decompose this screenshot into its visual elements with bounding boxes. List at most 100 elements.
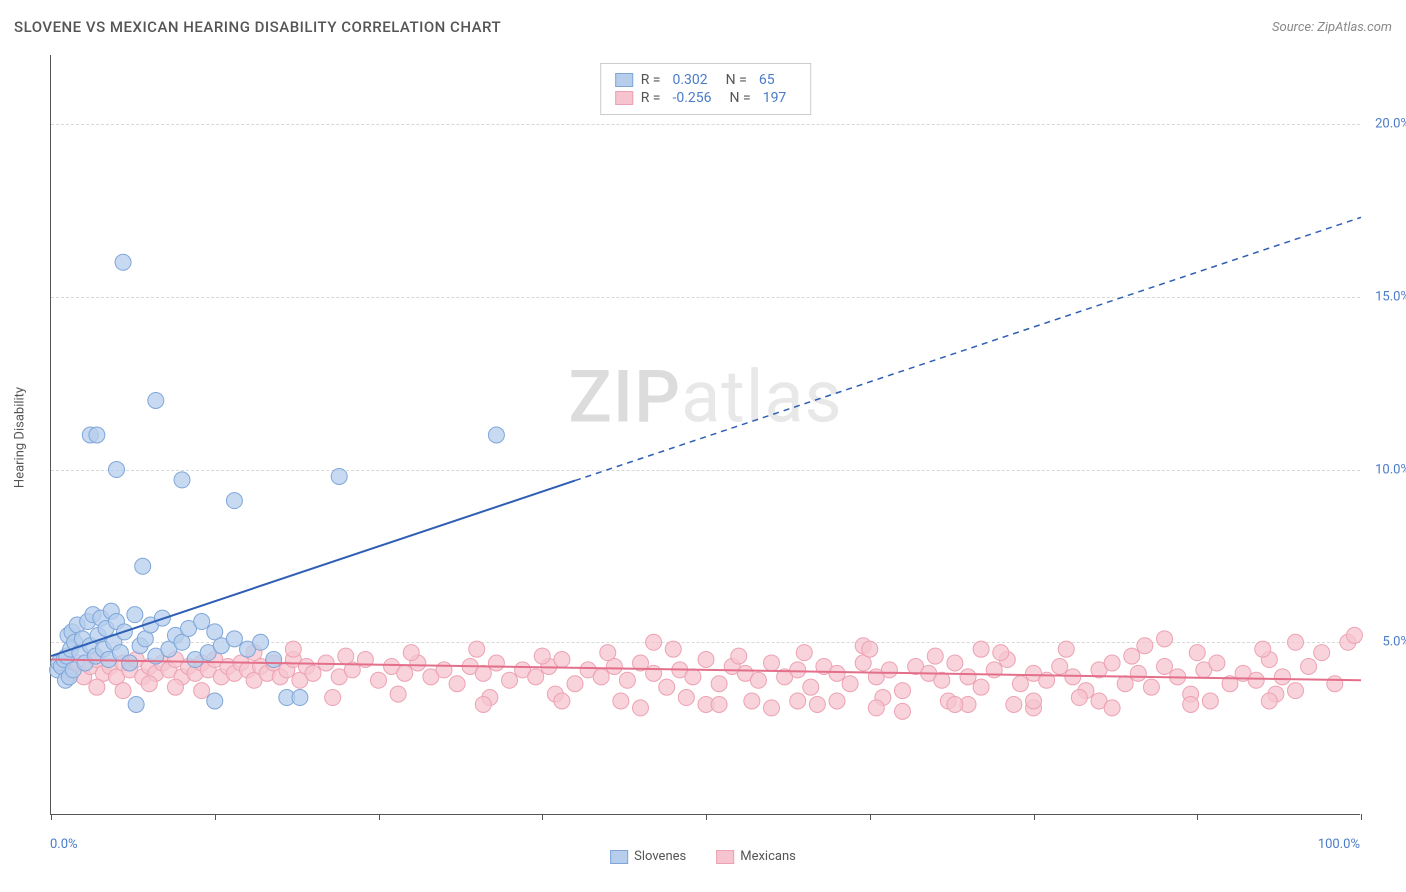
legend-label: Slovenes — [634, 849, 686, 864]
r-value-a: 0.302 — [672, 72, 707, 88]
trend-line-dashed — [575, 217, 1361, 480]
data-point — [109, 462, 125, 478]
data-point — [1255, 641, 1271, 657]
data-point — [764, 655, 780, 671]
data-point — [764, 700, 780, 716]
data-point — [829, 693, 845, 709]
data-point — [122, 655, 138, 671]
legend-swatch — [716, 850, 734, 864]
n-label-b: N = — [730, 90, 751, 106]
data-point — [305, 665, 321, 681]
data-point — [665, 641, 681, 657]
data-point — [207, 693, 223, 709]
r-value-b: -0.256 — [672, 90, 711, 106]
n-value-b: 197 — [763, 90, 787, 106]
data-point — [1288, 683, 1304, 699]
data-point — [554, 693, 570, 709]
data-point — [266, 652, 282, 668]
data-point — [790, 662, 806, 678]
x-tick — [379, 814, 380, 820]
y-tick-label: 10.0% — [1362, 462, 1406, 477]
data-point — [711, 696, 727, 712]
x-max-label: 100.0% — [1318, 837, 1360, 852]
data-point — [89, 679, 105, 695]
x-tick — [1034, 814, 1035, 820]
data-point — [194, 683, 210, 699]
data-point — [895, 683, 911, 699]
data-point — [488, 427, 504, 443]
x-min-label: 0.0% — [50, 837, 78, 852]
data-point — [502, 672, 518, 688]
chart-header: SLOVENE VS MEXICAN HEARING DISABILITY CO… — [14, 18, 1392, 36]
data-point — [750, 672, 766, 688]
data-point — [1104, 655, 1120, 671]
data-point — [1301, 658, 1317, 674]
data-point — [338, 648, 354, 664]
r-label-a: R = — [641, 72, 661, 88]
x-tick — [542, 814, 543, 820]
data-point — [253, 634, 269, 650]
legend-row-b: R = -0.256 N = 197 — [615, 90, 797, 106]
data-point — [1143, 679, 1159, 695]
n-value-a: 65 — [759, 72, 775, 88]
data-point — [659, 679, 675, 695]
data-point — [619, 672, 635, 688]
x-tick — [1361, 814, 1362, 820]
data-point — [809, 696, 825, 712]
data-point — [1130, 665, 1146, 681]
data-point — [226, 631, 242, 647]
data-point — [449, 676, 465, 692]
data-point — [973, 679, 989, 695]
data-point — [678, 690, 694, 706]
x-tick — [706, 814, 707, 820]
data-point — [1137, 638, 1153, 654]
data-point — [613, 693, 629, 709]
legend-item: Mexicans — [716, 849, 796, 864]
data-point — [1058, 641, 1074, 657]
data-point — [1157, 658, 1173, 674]
data-point — [285, 641, 301, 657]
data-point — [731, 648, 747, 664]
x-tick — [51, 814, 52, 820]
data-point — [698, 652, 714, 668]
data-point — [868, 700, 884, 716]
data-point — [436, 662, 452, 678]
data-point — [895, 703, 911, 719]
data-point — [167, 679, 183, 695]
data-point — [331, 468, 347, 484]
correlation-legend: R = 0.302 N = 65 R = -0.256 N = 197 — [600, 63, 812, 115]
data-point — [1104, 700, 1120, 716]
data-point — [1288, 634, 1304, 650]
data-point — [403, 645, 419, 661]
x-tick — [870, 814, 871, 820]
x-tick — [1197, 814, 1198, 820]
r-label-b: R = — [641, 90, 661, 106]
legend-row-a: R = 0.302 N = 65 — [615, 72, 797, 88]
y-axis-label: Hearing Disability — [13, 387, 28, 488]
data-point — [685, 669, 701, 685]
data-point — [135, 558, 151, 574]
data-point — [1314, 645, 1330, 661]
data-point — [842, 676, 858, 692]
data-point — [475, 665, 491, 681]
data-point — [488, 655, 504, 671]
data-point — [1346, 627, 1362, 643]
data-point — [194, 614, 210, 630]
data-point — [881, 662, 897, 678]
legend-swatch — [610, 850, 628, 864]
chart-title: SLOVENE VS MEXICAN HEARING DISABILITY CO… — [14, 18, 501, 36]
data-point — [1071, 690, 1087, 706]
swatch-a — [615, 73, 633, 87]
data-point — [1202, 693, 1218, 709]
data-point — [148, 392, 164, 408]
series-legend: Slovenes Mexicans — [610, 849, 796, 864]
data-point — [993, 645, 1009, 661]
data-point — [790, 693, 806, 709]
data-point — [711, 676, 727, 692]
data-point — [115, 683, 131, 699]
data-point — [397, 665, 413, 681]
data-point — [796, 645, 812, 661]
data-point — [927, 648, 943, 664]
data-point — [1012, 676, 1028, 692]
data-point — [292, 690, 308, 706]
